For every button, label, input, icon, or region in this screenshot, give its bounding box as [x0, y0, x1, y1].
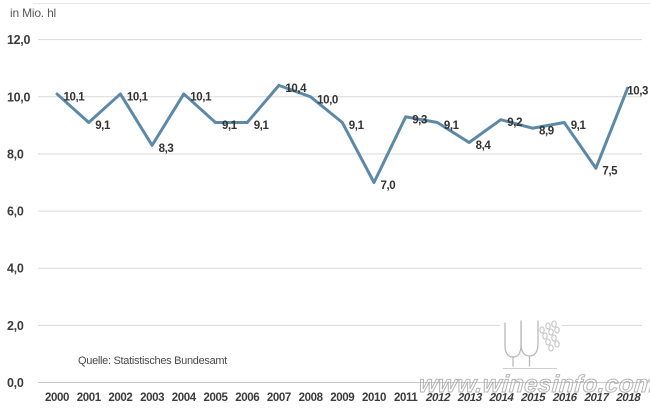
x-tick-label: 2001	[77, 392, 102, 404]
x-tick-label: 2004	[172, 392, 197, 404]
top-divider	[33, 3, 650, 4]
wine-glasses-logo	[500, 318, 562, 374]
y-tick-label: 2,0	[7, 319, 24, 333]
x-tick-label: 2003	[140, 392, 164, 404]
data-point-label: 9,1	[444, 120, 460, 132]
data-point-label: 10,3	[627, 86, 648, 98]
watermark-text: www.winesinfo.com	[418, 371, 650, 399]
data-point-label: 9,1	[349, 120, 365, 132]
data-point-label: 9,1	[222, 120, 238, 132]
y-tick-label: 4,0	[7, 262, 24, 276]
x-tick-label: 2007	[267, 392, 291, 404]
data-point-label: 7,5	[602, 166, 618, 178]
data-point-label: 9,1	[95, 120, 111, 132]
y-tick-label: 0,0	[7, 376, 24, 390]
wine-glass-right	[520, 320, 539, 357]
data-point-label: 10,1	[190, 91, 212, 103]
x-tick-label: 2018	[615, 391, 643, 404]
x-tick-label: 2008	[299, 392, 324, 404]
y-axis-unit-label: in Mio. hl	[10, 6, 57, 20]
data-point-label: 8,4	[476, 140, 492, 152]
y-tick-label: 6,0	[7, 205, 24, 219]
data-point-label: 10,1	[127, 91, 149, 103]
y-tick-label: 10,0	[7, 90, 30, 104]
x-tick-label: 2009	[330, 392, 354, 404]
source-note: Quelle: Statistisches Bundesamt	[78, 355, 228, 367]
data-point-label: 10,1	[64, 91, 86, 103]
data-line	[55, 83, 630, 185]
x-tick-label: 2016	[552, 391, 580, 404]
wine-glass-left	[504, 322, 522, 358]
data-point-label: 9,1	[254, 120, 270, 132]
y-tick-label: 12,0	[7, 33, 30, 47]
x-tick-label: 2017	[583, 391, 610, 404]
x-tick-label: 2002	[108, 392, 132, 404]
data-point-label: 7,0	[381, 180, 396, 192]
data-point-label: 9,2	[507, 117, 522, 129]
x-tick-label: 2006	[235, 392, 259, 404]
x-tick-label: 2015	[520, 391, 548, 404]
data-point-label: 9,1	[571, 120, 587, 132]
data-point-label: 10,4	[285, 83, 307, 95]
x-tick-label: 2011	[394, 392, 418, 404]
data-point-label: 8,9	[539, 126, 554, 138]
x-tick-label: 2014	[488, 391, 516, 404]
data-point-label: 9,3	[412, 114, 427, 126]
x-tick-label: 2000	[45, 392, 69, 404]
x-tick-label: 2010	[362, 392, 386, 404]
y-tick-label: 8,0	[7, 147, 24, 161]
x-tick-label: 2005	[204, 392, 229, 404]
grapes-cluster	[539, 320, 560, 352]
x-tick-label: 2013	[456, 391, 484, 404]
data-point-label: 10,0	[317, 94, 338, 106]
x-tick-label: 2012	[425, 391, 452, 404]
data-point-label: 8,3	[159, 143, 174, 155]
